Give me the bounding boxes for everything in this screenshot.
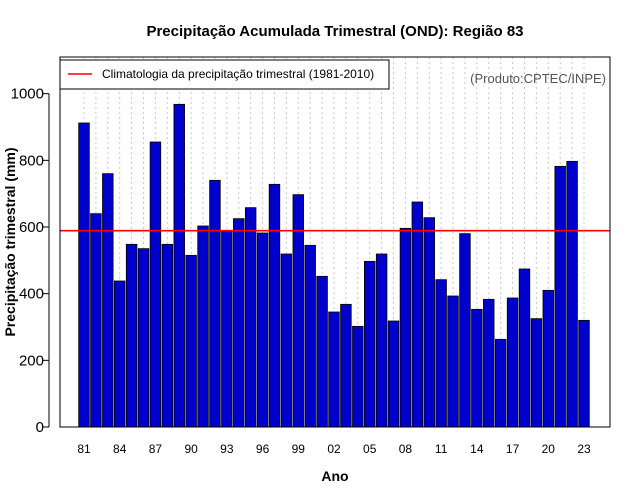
bar-1983 — [102, 173, 114, 428]
x-tick-label-96: 96 — [256, 442, 270, 456]
bar-2008 — [399, 227, 412, 428]
bar-1994 — [233, 218, 245, 428]
bar-2018 — [518, 268, 531, 428]
bar-2002 — [328, 311, 340, 428]
x-tick-label-81: 81 — [77, 442, 91, 456]
x-tick-label-08: 08 — [399, 442, 413, 456]
bars — [78, 103, 590, 428]
bar-1993 — [221, 229, 233, 428]
product-annotation: (Produto:CPTEC/INPE) — [470, 71, 606, 86]
bar-1982 — [90, 213, 102, 428]
bar-2003 — [340, 303, 352, 428]
x-tick-label-17: 17 — [506, 442, 520, 456]
y-tick-label-0: 0 — [36, 419, 44, 436]
bar-2019 — [530, 318, 543, 428]
x-tick-label-87: 87 — [149, 442, 163, 456]
bar-2014 — [471, 308, 483, 428]
legend-box — [59, 59, 390, 90]
bar-2022 — [566, 160, 578, 428]
y-tick-label-800: 800 — [19, 152, 44, 169]
bar-2012 — [447, 295, 459, 428]
bar-1992 — [209, 179, 221, 428]
bar-2010 — [423, 217, 435, 428]
bar-1981 — [78, 122, 90, 428]
bar-2005 — [364, 260, 376, 428]
x-tick-label-20: 20 — [542, 442, 556, 456]
x-axis-label: Ano — [321, 468, 348, 484]
plot-frame — [59, 56, 611, 428]
bar-2013 — [459, 233, 471, 428]
bar-2007 — [387, 320, 400, 428]
x-tick-label-05: 05 — [363, 442, 377, 456]
bar-2016 — [494, 338, 507, 428]
bar-1986 — [137, 248, 150, 428]
bar-1987 — [149, 141, 162, 428]
x-tick-label-99: 99 — [292, 442, 306, 456]
x-tick-label-23: 23 — [577, 442, 591, 456]
chart-title: Precipitação Acumulada Trimestral (OND):… — [146, 23, 523, 40]
bar-1996 — [256, 232, 269, 428]
bar-2000 — [304, 244, 316, 428]
x-axis: 81 84 87 90 93 96 99 02 05 08 11 14 17 20 23 — [77, 442, 591, 456]
y-tick-label-200: 200 — [19, 352, 44, 369]
bar-1991 — [197, 225, 209, 428]
y-tick-label-1000: 1000 — [11, 86, 44, 103]
x-tick-label-11: 11 — [435, 442, 448, 456]
bar-1998 — [280, 253, 293, 428]
y-tick-label-400: 400 — [19, 286, 44, 303]
x-tick-label-02: 02 — [327, 442, 341, 456]
bar-2015 — [483, 298, 495, 428]
y-axis: 0 200 400 600 800 1000 — [11, 86, 50, 436]
legend: Climatologia da precipitação trimestral … — [59, 59, 390, 90]
bar-2009 — [411, 201, 424, 428]
bar-1999 — [292, 194, 304, 428]
bar-1997 — [268, 183, 281, 428]
bar-2006 — [375, 253, 388, 428]
bar-1988 — [161, 243, 174, 428]
bar-1984 — [114, 280, 126, 428]
y-axis-label: Precipitação trimestral (mm) — [2, 147, 18, 336]
x-tick-label-84: 84 — [113, 442, 127, 456]
bar-2021 — [554, 165, 566, 428]
y-tick-label-600: 600 — [19, 219, 44, 236]
bar-1989 — [173, 103, 185, 428]
bar-1985 — [125, 243, 138, 428]
bar-2023 — [578, 319, 590, 428]
x-tick-label-93: 93 — [220, 442, 234, 456]
bar-2017 — [506, 297, 519, 428]
legend-climatology-label: Climatologia da precipitação trimestral … — [102, 67, 374, 81]
bar-1990 — [185, 254, 197, 428]
bar-1995 — [244, 207, 257, 428]
bar-2011 — [435, 279, 447, 428]
bar-2004 — [352, 325, 364, 428]
bar-2001 — [316, 275, 328, 428]
x-tick-label-90: 90 — [184, 442, 198, 456]
bar-2020 — [542, 289, 554, 428]
x-tick-label-14: 14 — [470, 442, 484, 456]
